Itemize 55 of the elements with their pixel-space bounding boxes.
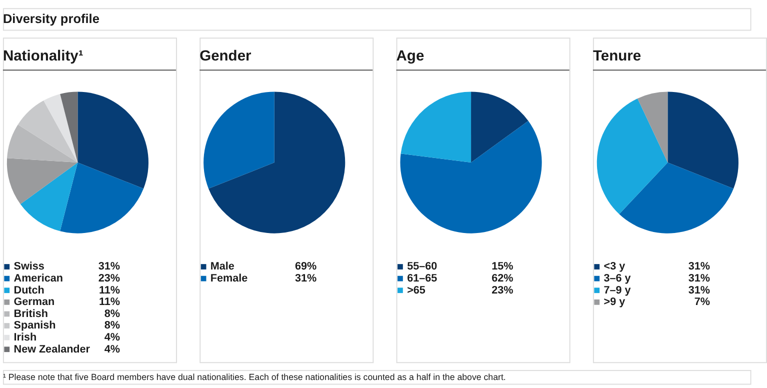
data-label: 31%: [688, 284, 710, 296]
pie-slice: [6, 158, 78, 204]
chart-title: Gender: [200, 48, 252, 64]
legend-label: Male: [210, 260, 234, 273]
legend-label: >9 y: [604, 296, 626, 308]
data-label: 11%: [98, 296, 120, 308]
data-label: 31%: [295, 272, 318, 285]
pie-slice: [471, 92, 528, 163]
data-label: 23%: [98, 272, 120, 285]
legend-label: Irish: [14, 332, 37, 344]
legend-label: British: [14, 308, 48, 320]
text: Diversity profile: [2, 10, 100, 26]
chart-title: Age: [396, 48, 424, 64]
legend-label: Dutch: [14, 284, 44, 296]
data-label: 7%: [694, 296, 710, 308]
pie-slice: [204, 92, 274, 189]
legend-label: Female: [210, 272, 248, 285]
data-label: 62%: [492, 272, 514, 285]
pie-slice: [619, 162, 734, 234]
legend-label: Spanish: [14, 320, 56, 332]
legend-label: >65: [407, 284, 426, 296]
data-label: 15%: [492, 260, 514, 273]
pie-slice: [44, 94, 78, 163]
legend-label: 61–65: [407, 272, 438, 285]
legend-label: New Zealander: [14, 343, 91, 356]
data-label: 8%: [104, 308, 120, 320]
legend-label: Swiss: [14, 260, 44, 273]
chart-title: Tenure: [592, 48, 642, 64]
legend-label: 3–6 y: [604, 272, 631, 285]
data-label: 4%: [104, 343, 120, 356]
data-label: 23%: [492, 284, 514, 296]
data-label: 4%: [104, 332, 120, 344]
data-label: 69%: [295, 260, 318, 273]
pie-slice: [400, 120, 542, 234]
chart-title: Nationality¹: [2, 48, 84, 64]
pie-slice: [596, 98, 668, 214]
text: ¹ Please note that five Board members have dual nationalities. Each of these nationalities is counted as a half in the above chart.: [2, 372, 506, 382]
legend-label: American: [14, 272, 63, 285]
pie-slice: [638, 92, 668, 163]
legend-label: 55–60: [407, 260, 438, 273]
data-label: 31%: [98, 260, 120, 273]
pie-slice: [78, 92, 148, 189]
pie-slice: [208, 92, 346, 234]
pie-slice: [60, 162, 144, 234]
legend-label: <3 y: [604, 260, 626, 273]
pie-slice: [400, 92, 472, 163]
legend-label: 7–9 y: [604, 284, 631, 296]
legend-label: German: [14, 296, 55, 308]
data-label: 31%: [688, 272, 710, 285]
pie-slice: [668, 92, 738, 189]
data-label: 8%: [104, 320, 120, 332]
pie-slice: [60, 92, 78, 163]
pie-slice: [20, 162, 78, 232]
data-label: 11%: [98, 284, 120, 296]
data-label: 31%: [688, 260, 710, 273]
